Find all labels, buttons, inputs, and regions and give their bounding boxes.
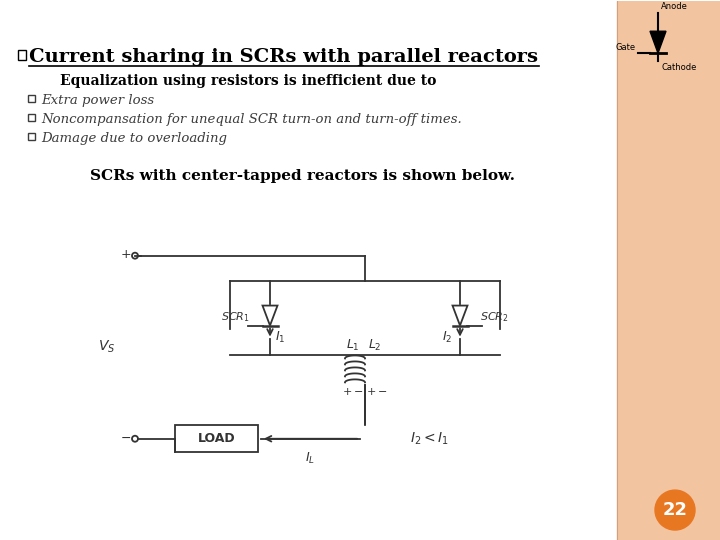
Text: $SCR_2$: $SCR_2$ xyxy=(480,310,509,325)
Bar xyxy=(175,426,258,452)
Text: Gate: Gate xyxy=(616,43,636,52)
Bar xyxy=(28,133,35,140)
Bar xyxy=(28,114,35,121)
Text: Current sharing in SCRs with parallel reactors: Current sharing in SCRs with parallel re… xyxy=(29,48,538,66)
Text: −: − xyxy=(120,432,131,445)
Text: $SCR_1$: $SCR_1$ xyxy=(221,310,250,325)
Text: SCRs with center-tapped reactors is shown below.: SCRs with center-tapped reactors is show… xyxy=(90,169,515,183)
Text: $I_2 < I_1$: $I_2 < I_1$ xyxy=(410,430,449,447)
Text: Noncompansation for unequal SCR turn-on and turn-off times.: Noncompansation for unequal SCR turn-on … xyxy=(41,113,462,126)
Text: Anode: Anode xyxy=(661,2,688,11)
Text: 22: 22 xyxy=(662,501,688,519)
Bar xyxy=(28,95,35,102)
Text: −: − xyxy=(378,387,387,397)
Text: $I_L$: $I_L$ xyxy=(305,451,315,466)
Bar xyxy=(617,1,720,540)
Text: +: + xyxy=(366,387,376,397)
Text: $V_S$: $V_S$ xyxy=(99,339,116,355)
Text: +: + xyxy=(120,248,131,261)
Polygon shape xyxy=(650,31,666,53)
Text: $L_2$: $L_2$ xyxy=(368,339,382,354)
Text: LOAD: LOAD xyxy=(198,432,235,445)
Text: Equalization using resistors is inefficient due to: Equalization using resistors is ineffici… xyxy=(60,74,436,88)
Text: $I_2$: $I_2$ xyxy=(442,329,452,345)
Bar xyxy=(18,50,26,60)
Text: +: + xyxy=(342,387,351,397)
Text: Damage due to overloading: Damage due to overloading xyxy=(41,132,227,145)
Text: $I_1$: $I_1$ xyxy=(275,329,285,345)
Text: Cathode: Cathode xyxy=(661,63,696,72)
Text: −: − xyxy=(354,387,364,397)
Circle shape xyxy=(655,490,695,530)
Text: Extra power loss: Extra power loss xyxy=(41,94,154,107)
Text: $L_1$: $L_1$ xyxy=(346,339,360,354)
